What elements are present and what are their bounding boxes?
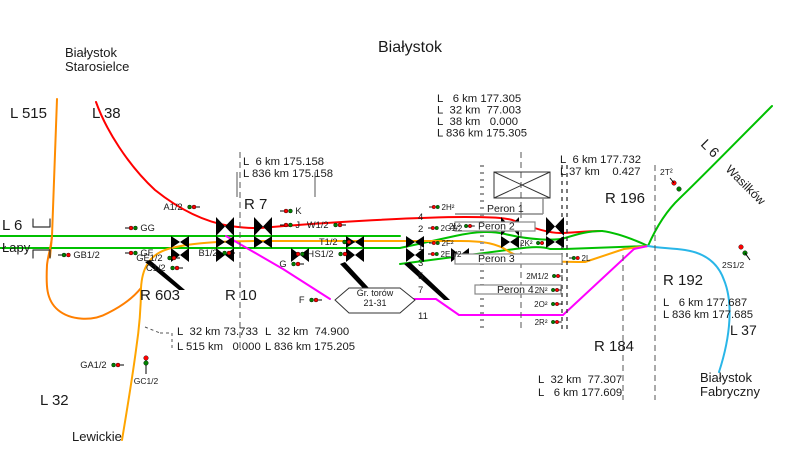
svg-text:L 37: L 37	[730, 322, 757, 338]
svg-text:L 836 km 175.305: L 836 km 175.305	[437, 128, 527, 140]
svg-text:L 32 km 77.003: L 32 km 77.003	[437, 105, 521, 117]
svg-text:L 32 km 73.733: L 32 km 73.733	[177, 326, 258, 338]
svg-text:L 6 km 177.687: L 6 km 177.687	[663, 297, 747, 309]
svg-text:R 603: R 603	[140, 287, 180, 304]
svg-text:2L: 2L	[582, 254, 591, 263]
svg-text:11: 11	[418, 311, 428, 322]
svg-text:L 6 km 177.732: L 6 km 177.732	[560, 154, 641, 166]
svg-text:L 32 km 77.307: L 32 km 77.307	[538, 374, 622, 386]
svg-text:L 836 km 175.205: L 836 km 175.205	[265, 341, 355, 353]
svg-text:Gr. torów: Gr. torów	[357, 288, 394, 298]
svg-text:L 6 km 175.158: L 6 km 175.158	[243, 156, 324, 168]
svg-text:K: K	[295, 206, 302, 216]
svg-text:Peron 3: Peron 3	[478, 253, 515, 265]
svg-text:T1/2: T1/2	[319, 237, 338, 247]
svg-text:GB1/2: GB1/2	[73, 250, 99, 260]
svg-text:L 515: L 515	[10, 105, 47, 122]
svg-text:R 7: R 7	[244, 196, 267, 213]
svg-text:2F²: 2F²	[442, 239, 454, 248]
svg-text:L 6 km 177.609: L 6 km 177.609	[538, 387, 622, 399]
svg-text:Wasilków: Wasilków	[723, 162, 769, 208]
svg-text:F: F	[299, 295, 305, 305]
svg-text:Peron 2: Peron 2	[478, 221, 515, 233]
svg-text:L 6: L 6	[2, 217, 22, 234]
svg-text:A1/2: A1/2	[163, 202, 182, 212]
svg-text:B1/2: B1/2	[198, 248, 217, 258]
svg-text:L 38: L 38	[92, 105, 121, 122]
svg-text:Lewickie: Lewickie	[72, 429, 122, 444]
svg-text:R 184: R 184	[594, 338, 634, 355]
svg-text:C1/2: C1/2	[146, 263, 166, 273]
svg-text:GG: GG	[140, 223, 154, 233]
svg-text:H: H	[307, 249, 314, 259]
svg-text:2M1/2: 2M1/2	[526, 272, 549, 281]
svg-text:R 196: R 196	[605, 190, 645, 207]
svg-text:Białystok: Białystok	[700, 370, 753, 385]
svg-text:21-31: 21-31	[363, 298, 386, 308]
svg-text:2S1/2: 2S1/2	[722, 260, 744, 270]
svg-text:J: J	[295, 220, 300, 230]
svg-text:Białystok: Białystok	[378, 39, 443, 56]
svg-text:2O²: 2O²	[534, 300, 548, 309]
svg-text:2R²: 2R²	[535, 318, 548, 327]
svg-text:2H²: 2H²	[442, 203, 455, 212]
svg-text:Łapy: Łapy	[2, 240, 31, 255]
svg-text:Starosielce: Starosielce	[65, 59, 129, 74]
svg-text:L 836 km 175.158: L 836 km 175.158	[243, 168, 333, 180]
svg-text:L 32: L 32	[40, 392, 69, 409]
svg-text:L 515 km 0.000: L 515 km 0.000	[177, 341, 261, 353]
svg-text:1: 1	[418, 242, 423, 253]
svg-text:G: G	[279, 259, 286, 269]
svg-text:2T²: 2T²	[660, 167, 673, 177]
svg-text:R 10: R 10	[225, 287, 257, 304]
svg-text:Peron 1: Peron 1	[487, 203, 524, 215]
svg-text:L 836 km 177.685: L 836 km 177.685	[663, 309, 753, 321]
svg-text:GA1/2: GA1/2	[80, 360, 106, 370]
svg-text:GC1/2: GC1/2	[134, 376, 159, 386]
svg-text:2Ł²: 2Ł²	[449, 222, 461, 231]
svg-text:W1/2: W1/2	[307, 220, 329, 230]
svg-text:5: 5	[418, 271, 423, 282]
svg-text:S1/2: S1/2	[314, 249, 333, 259]
svg-text:R 192: R 192	[663, 272, 703, 289]
svg-text:L 37 km 0.427: L 37 km 0.427	[560, 166, 641, 178]
svg-text:L 6: L 6	[698, 136, 723, 161]
svg-text:Fabryczny: Fabryczny	[700, 384, 760, 399]
svg-text:2E1/2: 2E1/2	[441, 250, 462, 259]
svg-text:Peron 4: Peron 4	[497, 284, 534, 296]
svg-text:2N²: 2N²	[535, 286, 548, 295]
svg-text:Białystok: Białystok	[65, 45, 118, 60]
svg-text:3: 3	[418, 258, 423, 269]
svg-text:7: 7	[418, 285, 423, 296]
svg-text:4: 4	[418, 212, 423, 223]
svg-text:L 6 km 177.305: L 6 km 177.305	[437, 93, 521, 105]
svg-text:2K²: 2K²	[520, 239, 533, 248]
svg-text:GE1/2: GE1/2	[136, 253, 162, 263]
svg-text:L 38 km 0.000: L 38 km 0.000	[437, 116, 518, 128]
svg-text:2: 2	[418, 224, 423, 235]
svg-text:L 32 km 74.900: L 32 km 74.900	[265, 326, 349, 338]
